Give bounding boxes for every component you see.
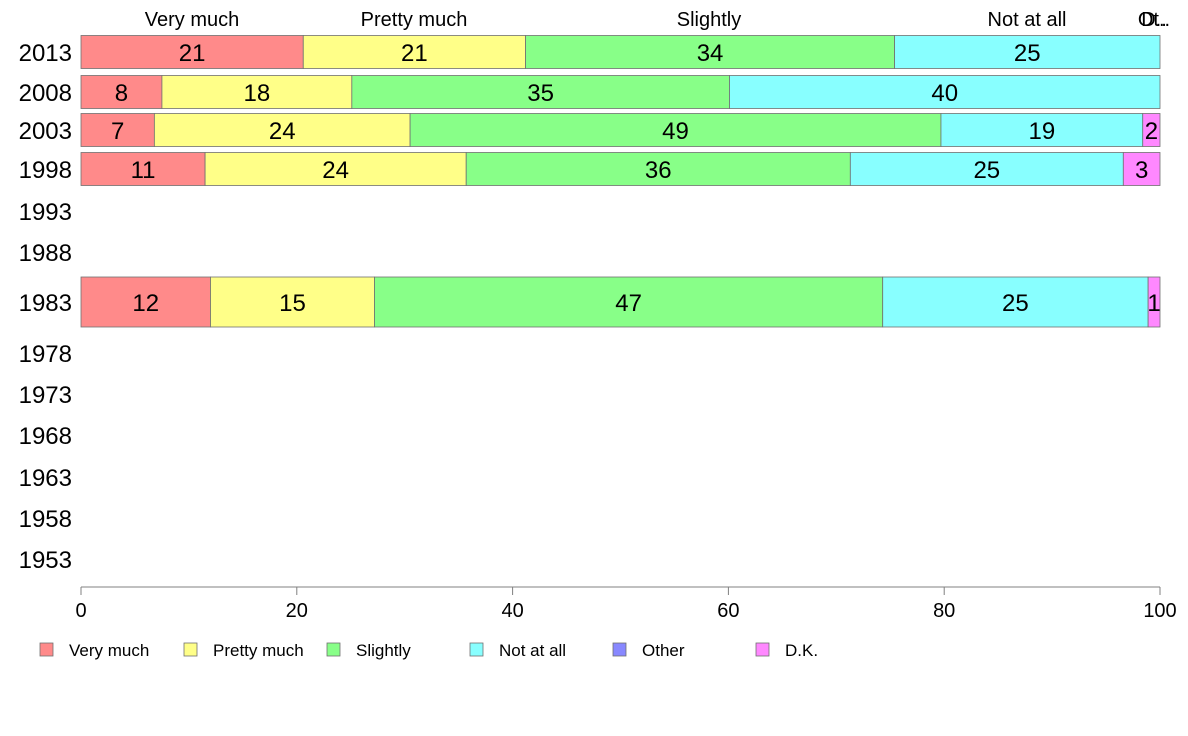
bar-value-label-1983-1: 15: [279, 290, 306, 317]
year-label-1963: 1963: [19, 465, 72, 492]
top-label-4: Ot..: [1138, 9, 1170, 31]
legend-swatch-5: [755, 642, 770, 657]
bar-value-label-1998-5: 3: [1135, 157, 1148, 184]
bar-value-label-1998-3: 25: [973, 157, 1000, 184]
x-axis: 0 20 40 60 80 100: [75, 586, 1177, 622]
bar-value-label-1983-5: 1: [1147, 290, 1160, 317]
year-label-2013: 2013: [19, 40, 72, 67]
year-axis-labels: 2013 2008 2003 1998 1993 1988 1983 1978 1973 1968…: [19, 40, 72, 574]
bar-segment-2003-0: [80, 113, 155, 147]
x-tick-label-3: 60: [717, 600, 739, 622]
bar-value-label-2003-1: 24: [269, 118, 296, 145]
x-tick-label-1: 20: [286, 600, 308, 622]
legend: Very much Pretty much Slightly Not at all Ot…: [39, 641, 818, 660]
year-label-1983: 1983: [19, 290, 72, 317]
top-category-labels: Very much Pretty much Slightly Not at all Ot…: [145, 9, 1170, 31]
year-label-2003: 2003: [19, 118, 72, 145]
bar-value-label-2013-0: 21: [179, 40, 206, 67]
legend-label-4: Other: [642, 641, 685, 660]
bar-value-label-2003-3: 19: [1028, 118, 1055, 145]
top-label-1: Pretty much: [361, 9, 468, 31]
bar-value-label-2003-0: 7: [111, 118, 124, 145]
legend-label-2: Slightly: [356, 641, 411, 660]
year-label-1953: 1953: [19, 547, 72, 574]
bar-segment-1983-0: [80, 276, 211, 328]
legend-swatch-1: [183, 642, 198, 657]
bar-value-label-1998-1: 24: [322, 157, 349, 184]
bar-segment-1998-3: [849, 152, 1124, 186]
x-tick-label-2: 40: [501, 600, 523, 622]
year-label-1958: 1958: [19, 506, 72, 533]
bar-value-label-1983-3: 25: [1002, 290, 1029, 317]
year-label-1998: 1998: [19, 157, 72, 184]
bar-segment-2003-3: [940, 113, 1144, 147]
bar-segment-1983-2: [374, 276, 884, 328]
bar-segment-2013-3: [894, 35, 1161, 69]
bar-segment-2003-2: [409, 113, 942, 147]
year-label-1988: 1988: [19, 240, 72, 267]
top-label-2: Slightly: [677, 9, 741, 31]
year-label-1973: 1973: [19, 382, 72, 409]
top-label-5: D..: [1141, 9, 1167, 31]
year-label-1968: 1968: [19, 423, 72, 450]
legend-label-1: Pretty much: [213, 641, 304, 660]
legend-swatch-4: [612, 642, 627, 657]
bar-value-label-2013-1: 21: [401, 40, 428, 67]
bar-value-label-2013-2: 34: [697, 40, 724, 67]
bar-segment-1998-1: [204, 152, 467, 186]
bars: 21 21 34 25 8 18 35 40 7 24 49 19 2 11 24 36 25 3 12 15 47 25…: [80, 35, 1161, 328]
x-tick-label-5: 100: [1143, 600, 1176, 622]
x-tick-label-0: 0: [75, 600, 86, 622]
bar-value-label-2013-3: 25: [1014, 40, 1041, 67]
bar-value-label-2008-3: 40: [931, 80, 958, 107]
bar-segment-2008-0: [80, 75, 163, 109]
year-label-1993: 1993: [19, 199, 72, 226]
bar-segment-2003-5: [1142, 113, 1161, 147]
bar-segment-2003-1: [153, 113, 411, 147]
bar-value-label-2008-0: 8: [115, 80, 128, 107]
bar-segment-2008-1: [161, 75, 353, 109]
top-label-3: Not at all: [988, 9, 1067, 31]
bar-segment-1998-5: [1122, 152, 1161, 186]
bar-value-label-2008-1: 18: [244, 80, 271, 107]
top-label-0: Very much: [145, 9, 239, 31]
bar-value-label-2003-5: 2: [1145, 118, 1158, 145]
bar-segment-2008-2: [351, 75, 730, 109]
legend-swatch-3: [469, 642, 484, 657]
legend-swatch-2: [326, 642, 341, 657]
legend-label-0: Very much: [69, 641, 149, 660]
x-tick-label-4: 80: [933, 600, 955, 622]
year-label-2008: 2008: [19, 80, 72, 107]
bar-value-label-2003-2: 49: [662, 118, 689, 145]
bar-value-label-2008-2: 35: [527, 80, 554, 107]
bar-value-label-1998-0: 11: [131, 157, 156, 184]
bar-segment-1998-2: [465, 152, 851, 186]
bar-segment-2013-1: [302, 35, 526, 69]
year-label-1978: 1978: [19, 341, 72, 368]
bar-value-label-1998-2: 36: [645, 157, 672, 184]
bar-segment-2008-3: [729, 75, 1161, 109]
bar-segment-1983-5: [1147, 276, 1161, 328]
bar-segment-1983-1: [210, 276, 375, 328]
bar-value-label-1983-2: 47: [615, 290, 642, 317]
legend-label-5: D.K.: [785, 641, 818, 660]
legend-swatch-0: [39, 642, 54, 657]
bar-value-label-1983-0: 12: [132, 290, 159, 317]
legend-label-3: Not at all: [499, 641, 566, 660]
